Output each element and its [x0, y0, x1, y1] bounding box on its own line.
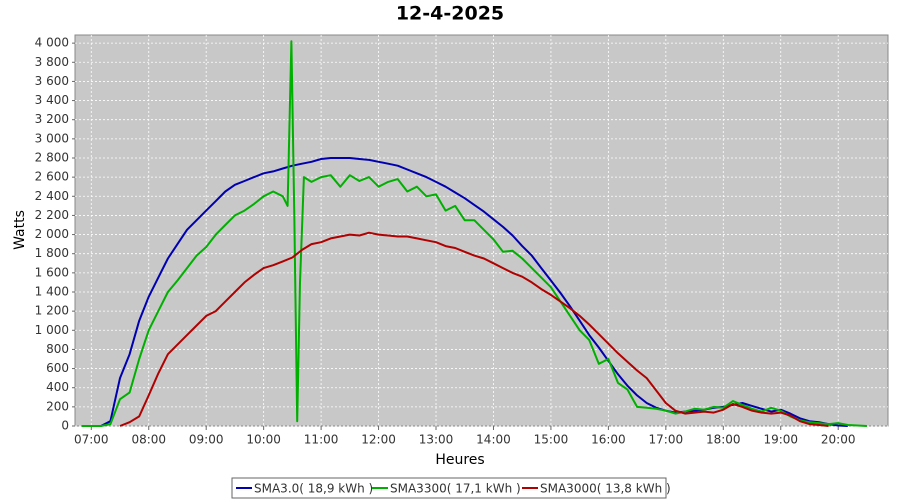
y-tick-label: 600 [46, 361, 69, 375]
y-tick-label: 1 200 [35, 304, 69, 318]
y-tick-label: 800 [46, 342, 69, 356]
x-tick-label: 08:00 [131, 433, 166, 447]
y-tick-label: 2 800 [35, 150, 69, 164]
x-tick-label: 15:00 [534, 433, 569, 447]
x-tick-label: 19:00 [763, 433, 798, 447]
y-tick-label: 4 000 [35, 36, 69, 50]
y-tick-label: 1 400 [35, 284, 69, 298]
y-tick-label: 3 200 [35, 112, 69, 126]
y-tick-label: 3 400 [35, 93, 69, 107]
x-tick-label: 16:00 [591, 433, 626, 447]
x-tick-label: 07:00 [74, 433, 109, 447]
series-line [119, 231, 829, 427]
y-tick-label: 3 800 [35, 55, 69, 69]
legend-label: SMA3300( 17,1 kWh ) [390, 482, 521, 496]
x-tick-label: 17:00 [649, 433, 684, 447]
y-tick-label: 0 [61, 419, 69, 433]
y-tick-label: 2 400 [35, 189, 69, 203]
plot-area [74, 34, 889, 427]
x-tick-label: 20:00 [821, 433, 856, 447]
y-tick-label: 200 [46, 399, 69, 413]
x-tick-label: 13:00 [419, 433, 454, 447]
y-tick-label: 2 200 [35, 208, 69, 222]
y-tick-label: 3 000 [35, 131, 69, 145]
y-axis-label: Watts [12, 210, 28, 250]
x-tick-label: 11:00 [304, 433, 339, 447]
y-tick-label: 1 800 [35, 246, 69, 260]
series-line [81, 40, 867, 427]
y-tick-label: 1 600 [35, 265, 69, 279]
x-tick-label: 12:00 [361, 433, 396, 447]
y-tick-label: 2 600 [35, 170, 69, 184]
y-tick-label: 1 000 [35, 323, 69, 337]
chart-title: 12-4-2025 [396, 3, 504, 25]
x-tick-label: 09:00 [189, 433, 224, 447]
x-tick-label: 14:00 [476, 433, 511, 447]
x-tick-label: 10:00 [246, 433, 281, 447]
y-tick-label: 400 [46, 380, 69, 394]
legend-label: SMA3000( 13,8 kWh ) [540, 482, 671, 496]
y-tick-label: 2 000 [35, 227, 69, 241]
legend [231, 477, 667, 499]
x-tick-label: 18:00 [706, 433, 741, 447]
y-tick-label: 3 600 [35, 74, 69, 88]
x-axis-label: Heures [435, 452, 484, 468]
legend-label: SMA3.0( 18,9 kWh ) [254, 482, 373, 496]
